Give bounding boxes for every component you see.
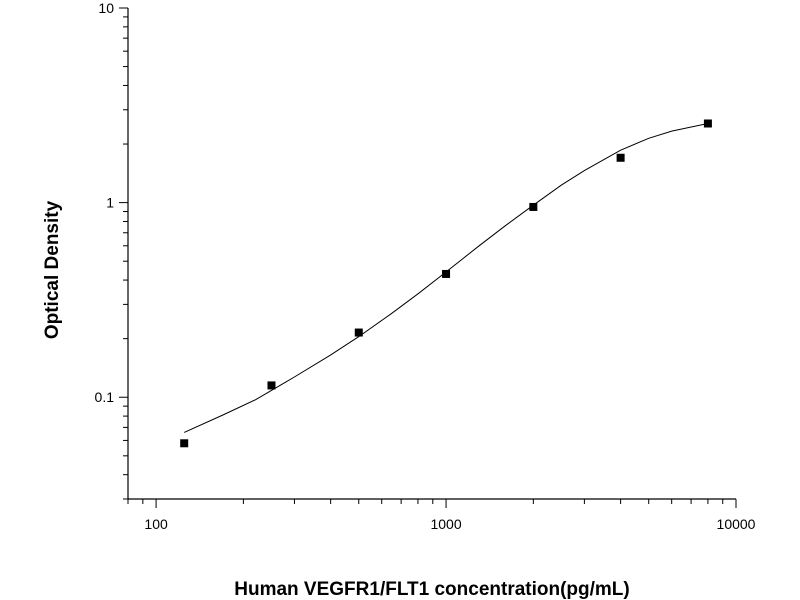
data-point — [267, 381, 276, 390]
x-tick-label: 10000 — [717, 516, 756, 532]
ticks — [119, 7, 737, 508]
data-point — [703, 119, 712, 128]
x-axis-label: Human VEGFR1/FLT1 concentration(pg/mL) — [234, 579, 630, 600]
axes — [127, 8, 736, 500]
y-tick-label: 1 — [106, 195, 114, 211]
tick-labels: 100 1000 10000 0.1 1 10 — [95, 0, 756, 532]
y-axis-label: Optical Density — [42, 200, 63, 339]
y-tick-label: 10 — [98, 0, 114, 16]
y-tick-label: 0.1 — [95, 389, 115, 405]
data-points — [180, 119, 712, 448]
fit-curve-group — [183, 123, 709, 433]
x-tick-label: 100 — [144, 516, 168, 532]
data-point — [180, 439, 189, 448]
fit-curve — [183, 123, 709, 433]
data-point — [529, 202, 538, 211]
data-point — [442, 269, 451, 278]
x-tick-label: 1000 — [430, 516, 461, 532]
data-point — [616, 153, 625, 162]
data-point — [354, 328, 363, 337]
